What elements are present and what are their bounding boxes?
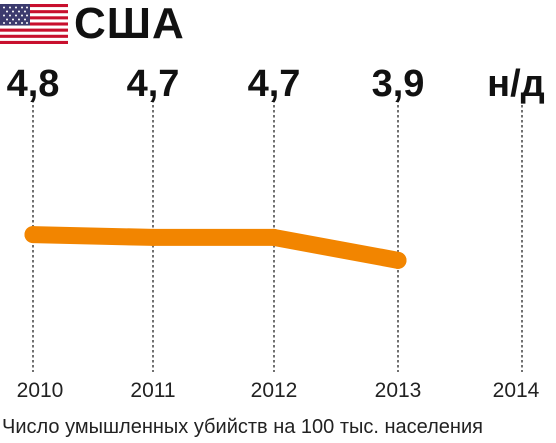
series-line bbox=[24, 226, 407, 269]
value-label-2012: 4,7 bbox=[247, 63, 301, 105]
year-label-2010: 2010 bbox=[16, 379, 64, 402]
value-label-2014: н/д bbox=[487, 63, 545, 105]
value-label-2011: 4,7 bbox=[126, 63, 180, 105]
data-point-2010 bbox=[24, 226, 42, 244]
value-label-2010: 4,8 bbox=[6, 63, 60, 105]
year-label-2012: 2012 bbox=[250, 379, 298, 402]
data-point-2013 bbox=[389, 251, 407, 269]
value-label-2013: 3,9 bbox=[371, 63, 425, 105]
year-label-2014: 2014 bbox=[492, 379, 540, 402]
country-title: США bbox=[74, 0, 185, 48]
chart-header: США bbox=[0, 0, 556, 50]
data-point-2011 bbox=[144, 228, 162, 246]
year-label-2013: 2013 bbox=[374, 379, 422, 402]
us-flag-icon bbox=[0, 4, 68, 44]
data-point-2012 bbox=[265, 228, 283, 246]
year-label-2011: 2011 bbox=[130, 379, 176, 402]
chart-caption: Число умышленных убийств на 100 тыс. нас… bbox=[2, 416, 483, 438]
